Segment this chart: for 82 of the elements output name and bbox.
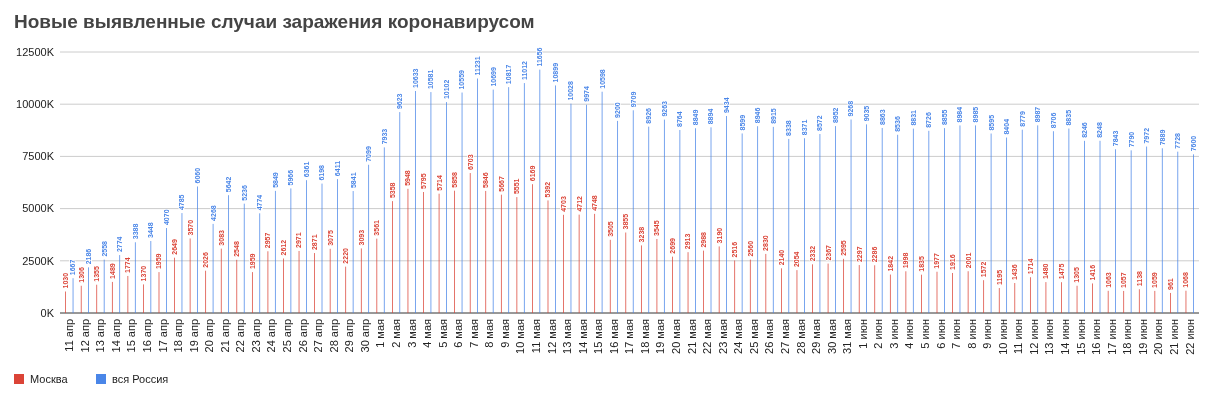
- x-tick-label: 15 мая: [592, 318, 605, 354]
- y-tick-label: 12500K: [16, 45, 55, 58]
- x-tick-label: 2 мая: [389, 318, 402, 348]
- x-tick-label: 3 мая: [405, 318, 418, 348]
- chart-title: Новые выявленные случаи заражения коронавирусом: [14, 11, 535, 32]
- x-tick-label: 25 мая: [747, 318, 760, 354]
- x-tick-label: 19 июн: [1136, 319, 1149, 355]
- x-tick-label: 13 апр: [94, 319, 107, 353]
- x-tick-label: 11 мая: [529, 318, 542, 354]
- x-tick-label: 12 апр: [78, 319, 91, 353]
- x-tick-label: 15 июн: [1074, 319, 1087, 355]
- x-tick-label: 26 мая: [763, 318, 776, 354]
- x-tick-label: 11 июн: [1012, 319, 1025, 354]
- y-tick-label: 5000K: [22, 202, 55, 215]
- x-tick-label: 12 мая: [545, 318, 558, 354]
- x-tick-label: 24 мая: [732, 318, 745, 354]
- x-tick-label: 28 мая: [794, 318, 807, 354]
- x-tick-label: 20 мая: [670, 318, 683, 354]
- x-tick-label: 17 июн: [1105, 319, 1118, 355]
- legend-label: Москва: [30, 372, 69, 385]
- x-tick-label: 4 мая: [421, 318, 434, 348]
- x-tick-label: 28 апр: [327, 319, 340, 353]
- x-tick-label: 5 июн: [918, 319, 931, 349]
- x-tick-label: 23 апр: [249, 319, 262, 353]
- x-tick-label: 16 мая: [607, 318, 620, 354]
- x-tick-label: 17 мая: [623, 318, 636, 354]
- x-tick-label: 15 апр: [125, 319, 138, 353]
- x-tick-label: 18 мая: [638, 318, 651, 354]
- x-tick-label: 26 апр: [296, 319, 309, 353]
- x-tick-label: 22 мая: [701, 318, 714, 354]
- x-tick-label: 17 апр: [156, 319, 169, 353]
- x-tick-label: 21 июн: [1167, 319, 1180, 355]
- x-tick-label: 24 апр: [265, 319, 278, 353]
- x-tick-label: 31 мая: [841, 318, 854, 354]
- x-tick-label: 19 апр: [187, 319, 200, 353]
- y-tick-label: 7500K: [22, 150, 55, 163]
- y-tick-label: 2500K: [22, 254, 55, 267]
- x-tick-label: 2 июн: [872, 319, 885, 349]
- x-tick-label: 16 июн: [1090, 319, 1103, 355]
- x-tick-label: 1 мая: [374, 318, 387, 348]
- x-tick-label: 27 апр: [312, 319, 325, 353]
- x-tick-label: 14 июн: [1059, 319, 1072, 355]
- x-tick-label: 6 июн: [934, 319, 947, 349]
- x-tick-label: 14 мая: [576, 318, 589, 354]
- x-tick-label: 11 апр: [63, 319, 76, 352]
- x-tick-label: 30 апр: [358, 319, 371, 353]
- x-tick-label: 13 мая: [561, 318, 574, 354]
- x-tick-label: 23 мая: [716, 318, 729, 354]
- x-tick-label: 9 июн: [981, 319, 994, 349]
- x-tick-label: 18 апр: [172, 319, 185, 353]
- x-tick-label: 10 июн: [996, 319, 1009, 355]
- legend-label: вся Россия: [112, 372, 169, 385]
- x-tick-label: 8 мая: [483, 318, 496, 348]
- x-tick-label: 21 мая: [685, 318, 698, 354]
- x-tick-label: 16 апр: [140, 319, 153, 353]
- x-tick-label: 9 мая: [498, 318, 511, 348]
- x-tick-label: 30 мая: [825, 318, 838, 354]
- x-tick-label: 29 апр: [343, 319, 356, 353]
- x-tick-label: 5 мая: [436, 318, 449, 348]
- x-tick-label: 13 июн: [1043, 319, 1056, 355]
- x-tick-label: 7 мая: [467, 318, 480, 348]
- x-tick-label: 20 апр: [203, 319, 216, 353]
- x-tick-label: 14 апр: [109, 319, 122, 353]
- x-tick-label: 12 июн: [1027, 319, 1040, 355]
- x-tick-label: 7 июн: [950, 319, 963, 349]
- x-tick-label: 22 апр: [234, 319, 247, 353]
- x-tick-label: 6 мая: [452, 318, 465, 348]
- x-tick-label: 20 июн: [1152, 319, 1165, 355]
- x-tick-label: 27 мая: [778, 318, 791, 354]
- x-tick-label: 3 июн: [887, 319, 900, 349]
- x-tick-label: 25 апр: [281, 319, 294, 353]
- y-tick-label: 10000K: [16, 98, 55, 111]
- x-tick-label: 19 мая: [654, 318, 667, 354]
- x-tick-label: 21 апр: [218, 319, 231, 353]
- x-tick-label: 18 июн: [1121, 319, 1134, 355]
- y-tick-label: 0K: [40, 306, 55, 319]
- x-tick-label: 22 июн: [1183, 319, 1196, 355]
- x-tick-label: 10 мая: [514, 318, 527, 354]
- x-tick-label: 8 июн: [965, 319, 978, 349]
- x-tick-label: 1 июн: [856, 319, 869, 349]
- x-tick-label: 29 мая: [810, 318, 823, 354]
- x-tick-label: 4 июн: [903, 319, 916, 349]
